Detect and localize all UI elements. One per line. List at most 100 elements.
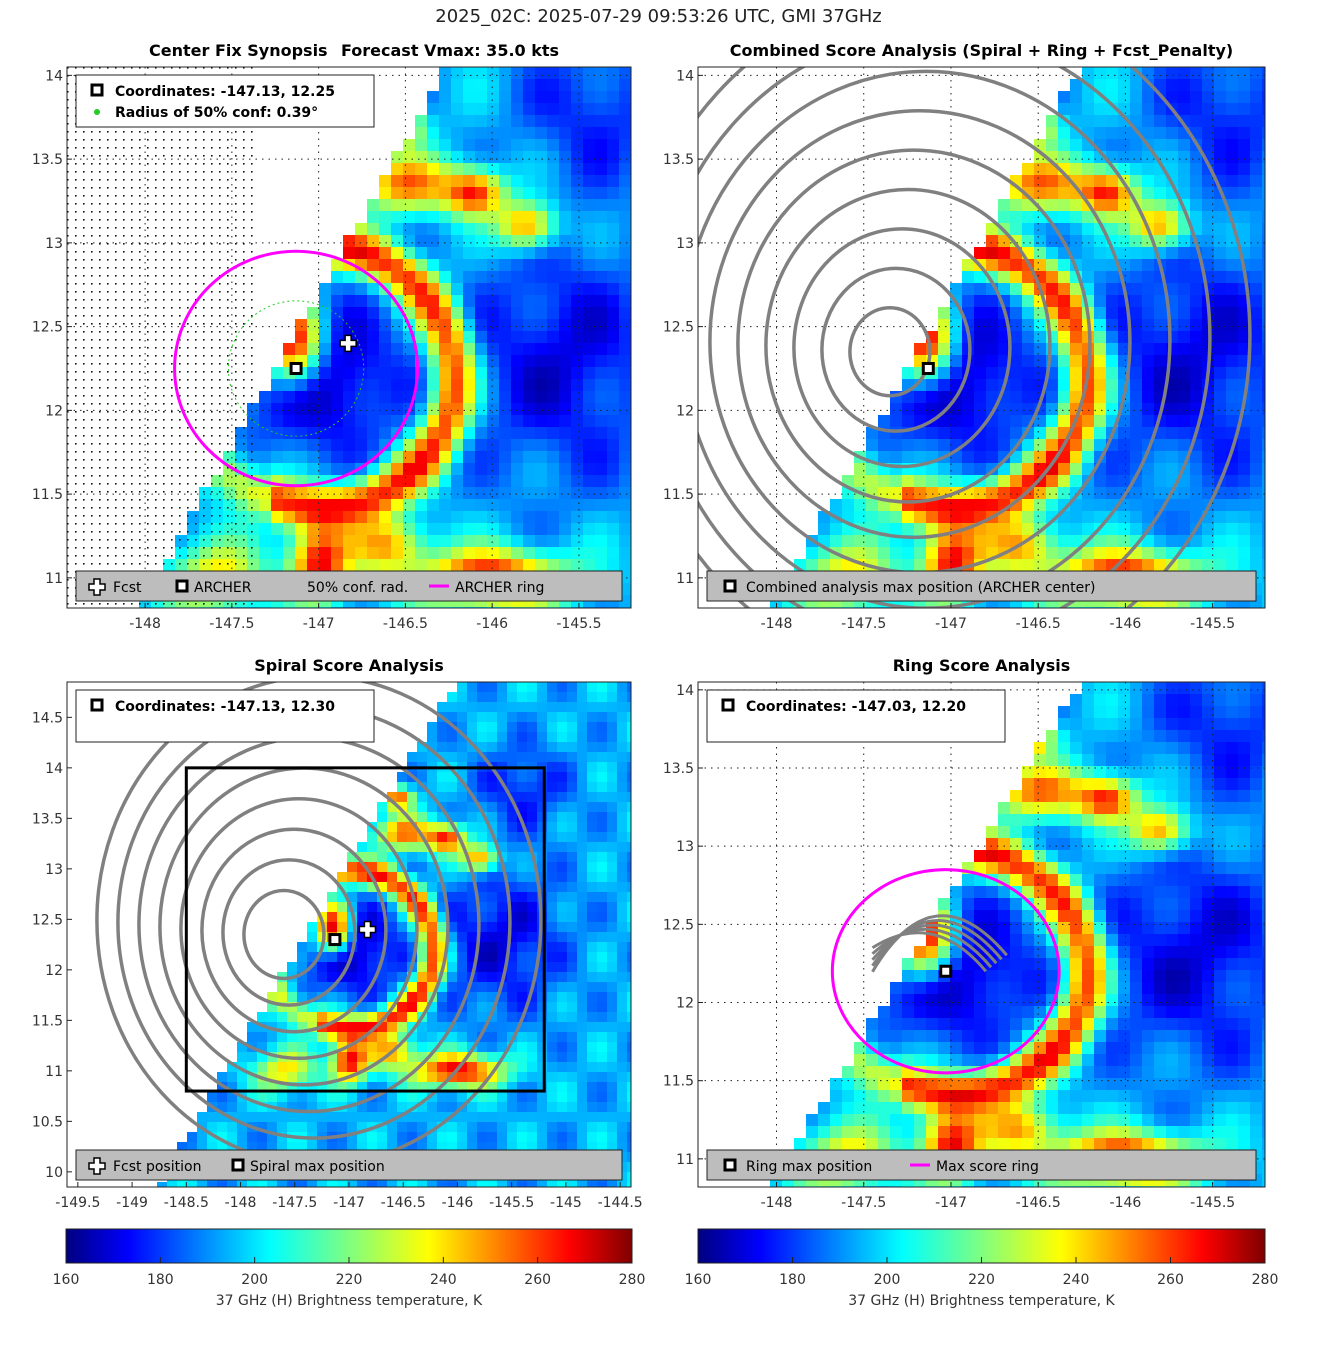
x-tick-label: -146 (476, 616, 508, 632)
y-tick-label: 11 (45, 1064, 63, 1080)
x-tick-label: -145.5 (556, 616, 601, 632)
x-tick-label: -148 (761, 1195, 793, 1211)
colorbar-tick-label: 200 (241, 1272, 268, 1288)
legend-box (75, 570, 623, 602)
archer-square-icon (231, 1158, 245, 1172)
plot-area-synopsis (67, 67, 631, 608)
score-contour (242, 888, 326, 981)
y-tick-label: 12.5 (32, 320, 63, 336)
colorbar-tick-label: 240 (430, 1272, 457, 1288)
y-tick-label: 13.5 (663, 152, 694, 168)
archer-marker-icon (90, 83, 104, 97)
colorbar-label: 37 GHz (H) Brightness temperature, K (848, 1293, 1115, 1309)
x-tick-label: -146 (1110, 616, 1142, 632)
legend-item: Ring max position (746, 1159, 872, 1175)
panel-title: Spiral Score Analysis (254, 656, 444, 675)
y-tick-label: 11 (45, 571, 63, 587)
score-contour (848, 305, 932, 398)
y-tick-label: 13.5 (663, 761, 694, 777)
axes-frame (697, 681, 1266, 1188)
y-tick-label: 14 (676, 683, 694, 699)
y-tick-label: 11.5 (663, 487, 694, 503)
x-tick-label: -146 (1110, 1195, 1142, 1211)
x-tick-label: -147 (935, 616, 967, 632)
info-line: Coordinates: -147.13, 12.30 (115, 699, 335, 715)
info-line: Coordinates: -147.03, 12.20 (746, 699, 966, 715)
archer-marker-icon (90, 698, 104, 712)
score-contour (871, 927, 993, 969)
center-marker (289, 361, 303, 375)
panel-spiral: -149.5 -149 -148.5 -148 -147.5 -147 -146.5 -146… (32, 656, 643, 1211)
plot-area-ring (698, 682, 1265, 1187)
axes-frame (66, 66, 632, 609)
x-tick-label: -147 (303, 616, 335, 632)
x-tick-label: -147.5 (841, 1195, 886, 1211)
legend-item: Fcst position (113, 1159, 201, 1175)
x-tick-label: -146.5 (381, 1195, 426, 1211)
y-tick-label: 11.5 (663, 1074, 694, 1090)
y-tick-label: 12.5 (32, 912, 63, 928)
colorbar-tick-label: 220 (968, 1272, 995, 1288)
colorbar-tick-label: 200 (874, 1272, 901, 1288)
archer-square-icon (723, 1158, 737, 1172)
legend-box (75, 1149, 623, 1181)
conf-radius-ring (227, 300, 365, 437)
colorbar-tick-label: 240 (1063, 1272, 1090, 1288)
info-line: Radius of 50% conf: 0.39° (115, 105, 318, 121)
colorbar-tick-label: 280 (1252, 1272, 1279, 1288)
y-tick-label: 10 (45, 1165, 63, 1181)
y-tick-label: 12 (45, 403, 63, 419)
y-tick-label: 12.5 (663, 917, 694, 933)
y-tick-label: 11 (676, 571, 694, 587)
panel-subtitle: Forecast Vmax: 35.0 kts (341, 41, 559, 60)
center-marker (939, 964, 953, 978)
x-tick-label: -147.5 (841, 616, 886, 632)
analysis-box (184, 766, 546, 1093)
x-tick-label: -147 (935, 1195, 967, 1211)
x-tick-label: -148 (761, 616, 793, 632)
panel-synopsis: -148 -147.5 -147 -146.5 -146 -145.5 11 11.5 12 12… (32, 41, 632, 632)
colorbar-tick-label: 260 (524, 1272, 551, 1288)
x-tick-label: -148.5 (164, 1195, 209, 1211)
colorbar: 160 180 200 220 240 260 280 37 GHz (H) Brightne… (53, 1228, 645, 1309)
info-box (75, 689, 375, 743)
y-tick-label: 13 (676, 839, 694, 855)
colorbar-tick-label: 180 (779, 1272, 806, 1288)
colorbar-tick-label: 260 (1157, 1272, 1184, 1288)
x-tick-label: -145 (550, 1195, 582, 1211)
score-contour (792, 227, 1012, 469)
y-tick-label: 11.5 (32, 1013, 63, 1029)
score-contour (871, 923, 998, 965)
plot-area-spiral (95, 682, 631, 1187)
score-contour (179, 796, 419, 1061)
panel-title: Combined Score Analysis (Spiral + Ring +… (730, 41, 1233, 60)
score-contour (698, 67, 1252, 608)
x-tick-label: -145.5 (489, 1195, 534, 1211)
conf-dot-icon (94, 109, 100, 115)
legend-item: Combined analysis max position (ARCHER c… (746, 580, 1095, 596)
score-contour (698, 69, 1172, 608)
forecast-cross-icon (88, 1157, 106, 1175)
x-tick-label: -146.5 (1016, 616, 1061, 632)
legend-item: Fcst (113, 580, 142, 596)
y-tick-label: 11.5 (32, 487, 63, 503)
y-tick-label: 13 (676, 236, 694, 252)
archer-ring (173, 249, 420, 488)
forecast-marker (339, 334, 357, 353)
contour-dots (67, 67, 258, 608)
info-line: Coordinates: -147.13, 12.25 (115, 84, 335, 100)
y-tick-label: 14 (45, 761, 63, 777)
y-tick-label: 10.5 (32, 1114, 63, 1130)
y-tick-label: 12.5 (663, 320, 694, 336)
y-tick-label: 12 (676, 403, 694, 419)
center-marker (328, 933, 342, 947)
colorbar-tick-label: 180 (147, 1272, 174, 1288)
legend-item: ARCHER (194, 580, 252, 596)
y-tick-label: 12 (45, 963, 63, 979)
info-box (706, 689, 1006, 743)
score-contour (764, 187, 1052, 504)
panel-combined: -148 -147.5 -147 -146.5 -146 -145.5 11 11.5 12 12… (663, 41, 1266, 632)
axes-frame (697, 66, 1266, 609)
score-contour (200, 827, 388, 1034)
